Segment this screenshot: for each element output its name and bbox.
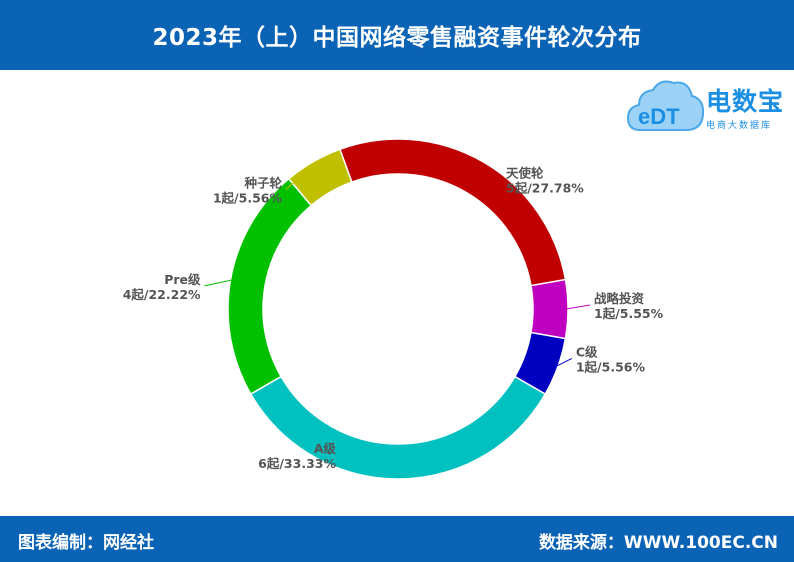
- footer-editor: 图表编制：网经社: [18, 533, 154, 553]
- leader-line-A级: [339, 454, 399, 478]
- leader-line-战略投资: [565, 304, 591, 310]
- logo: eDT 电数宝 电商大数据库: [626, 74, 792, 140]
- leader-line-C级: [555, 358, 573, 367]
- logo-subtitle: 电商大数据库: [706, 121, 773, 131]
- label-name-C级: C级: [576, 344, 598, 359]
- leader-line-种子轮: [285, 163, 315, 190]
- label-value-天使轮: 5起/27.78%: [506, 181, 584, 196]
- footer-bar: 图表编制：网经社 数据来源：WWW.100EC.CN: [0, 516, 794, 562]
- label-name-战略投资: 战略投资: [594, 291, 645, 306]
- header-bar: 2023年（上）中国网络零售融资事件轮次分布: [0, 0, 794, 70]
- donut-chart: A级6起/33.33%C级1起/5.56%战略投资1起/5.55%天使轮5起/2…: [123, 138, 664, 480]
- label-name-Pre级: Pre级: [164, 272, 201, 287]
- label-name-种子轮: 种子轮: [243, 176, 282, 191]
- slice-战略投资: [530, 278, 569, 340]
- leader-line-Pre级: [204, 279, 233, 287]
- label-value-Pre级: 4起/22.22%: [123, 287, 201, 302]
- cloud-logo-icon: eDT: [626, 80, 705, 131]
- logo-name: 电数宝: [706, 87, 785, 116]
- leader-line-天使轮: [481, 163, 503, 180]
- slices-group: [227, 138, 569, 480]
- label-name-天使轮: 天使轮: [506, 166, 544, 181]
- logo-mark: eDT: [638, 104, 680, 129]
- chart-title: 2023年（上）中国网络零售融资事件轮次分布: [152, 25, 642, 51]
- label-value-C级: 1起/5.56%: [576, 359, 646, 374]
- label-name-A级: A级: [314, 441, 337, 456]
- label-value-战略投资: 1起/5.55%: [594, 306, 664, 321]
- slice-Pre级: [227, 177, 313, 396]
- labels-group: A级6起/33.33%C级1起/5.56%战略投资1起/5.55%天使轮5起/2…: [123, 163, 664, 478]
- label-value-A级: 6起/33.33%: [258, 456, 336, 471]
- footer-source: 数据来源：WWW.100EC.CN: [538, 533, 778, 553]
- label-value-种子轮: 1起/5.56%: [213, 191, 283, 206]
- slice-天使轮: [338, 138, 567, 287]
